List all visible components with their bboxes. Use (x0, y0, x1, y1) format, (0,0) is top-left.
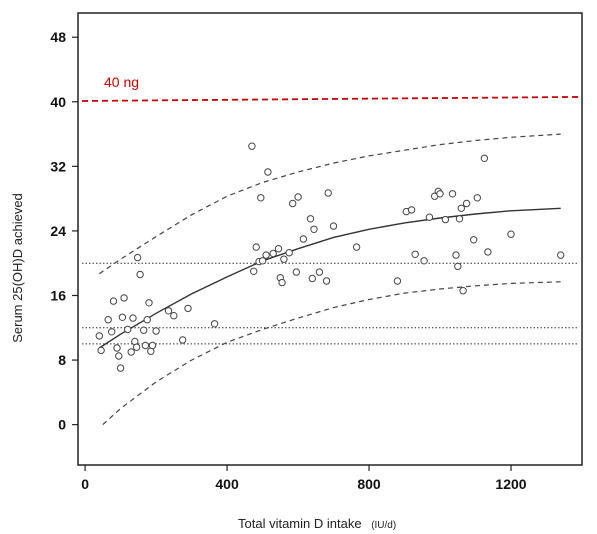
data-point (250, 267, 258, 275)
data-point (184, 304, 192, 313)
data-point (170, 312, 178, 320)
data-point (452, 251, 460, 259)
data-point (441, 215, 450, 224)
data-point (210, 320, 219, 328)
data-point (557, 251, 565, 259)
data-points (95, 142, 565, 372)
y-tick-label: 0 (58, 417, 66, 433)
data-point (393, 277, 402, 285)
y-tick-label: 32 (50, 158, 66, 174)
fit-curve (98, 207, 561, 349)
data-point (136, 270, 144, 279)
data-point (258, 257, 267, 265)
data-point (133, 253, 142, 262)
data-point (274, 245, 283, 253)
data-point (473, 194, 481, 202)
y-tick-label: 16 (50, 288, 66, 304)
data-point (315, 268, 324, 276)
x-axis-label-unit: (IU/d) (371, 520, 396, 531)
data-point (285, 249, 293, 257)
data-point (145, 299, 153, 307)
data-point (104, 316, 112, 324)
data-point (407, 206, 416, 214)
data-point (97, 346, 105, 355)
reference-lines (81, 96, 579, 345)
data-point (420, 257, 428, 265)
data-point (257, 194, 265, 202)
data-point (179, 336, 187, 344)
data-point (108, 328, 116, 336)
data-point (322, 277, 331, 285)
data-point (436, 190, 444, 198)
data-point (329, 222, 338, 230)
data-point (120, 294, 128, 302)
lower-band-curve (102, 281, 561, 426)
data-point (164, 307, 173, 315)
data-point (262, 251, 270, 259)
fit-curves (98, 133, 561, 426)
data-point (127, 348, 135, 356)
data-point (425, 213, 434, 221)
upper-band-curve (98, 133, 561, 275)
y-tick-label: 24 (50, 223, 66, 239)
plot-frame (77, 12, 583, 466)
data-point (132, 343, 141, 351)
data-point (462, 199, 471, 208)
x-axis-label: Total vitamin D intake (IU/d) (238, 516, 396, 531)
data-point (411, 250, 419, 259)
data-point (264, 168, 272, 176)
data-point (118, 313, 127, 321)
data-point (484, 248, 492, 256)
y-axis-ticks: 0 8 16 24 32 40 48 (50, 29, 78, 433)
data-point (109, 297, 118, 305)
data-point (308, 274, 316, 283)
data-point (115, 352, 123, 360)
y-tick-label: 8 (58, 352, 66, 368)
data-point (480, 154, 489, 163)
data-point (248, 142, 256, 150)
data-point (352, 243, 361, 251)
data-point (292, 268, 300, 276)
axes (77, 12, 583, 466)
data-point (252, 243, 260, 251)
x-axis-ticks: 0 400 800 1200 (81, 465, 527, 492)
data-point (152, 327, 160, 335)
data-point (454, 262, 462, 271)
data-point (457, 204, 465, 213)
x-tick-label: 1200 (495, 476, 526, 492)
y-axis-label: Serum 25(OH)D achieved (10, 193, 25, 343)
data-point (448, 190, 457, 198)
data-point (113, 344, 121, 352)
data-point (140, 326, 148, 334)
data-point (507, 230, 515, 238)
data-point (289, 199, 297, 208)
data-point (310, 225, 318, 234)
data-point (269, 249, 277, 258)
data-point (324, 189, 332, 197)
x-tick-label: 800 (357, 476, 381, 492)
reference-line-label-40ng: 40 ng (104, 74, 139, 90)
x-tick-label: 0 (81, 476, 89, 492)
data-point (299, 235, 308, 243)
data-point (306, 215, 315, 223)
reference-line-0 (81, 96, 579, 102)
data-point (459, 287, 467, 295)
data-point (455, 215, 464, 223)
data-point (470, 236, 478, 244)
data-point (143, 316, 151, 324)
y-tick-label: 48 (50, 29, 66, 45)
x-axis-label-text: Total vitamin D intake (238, 516, 362, 531)
data-point (278, 278, 286, 287)
data-point (141, 341, 150, 350)
data-point (280, 255, 288, 263)
y-tick-label: 40 (50, 94, 66, 110)
data-point (294, 193, 302, 201)
data-point (148, 341, 157, 350)
data-point (95, 332, 104, 340)
x-tick-label: 400 (215, 476, 239, 492)
data-point (129, 314, 137, 322)
data-point (124, 325, 132, 334)
data-point (116, 364, 125, 372)
